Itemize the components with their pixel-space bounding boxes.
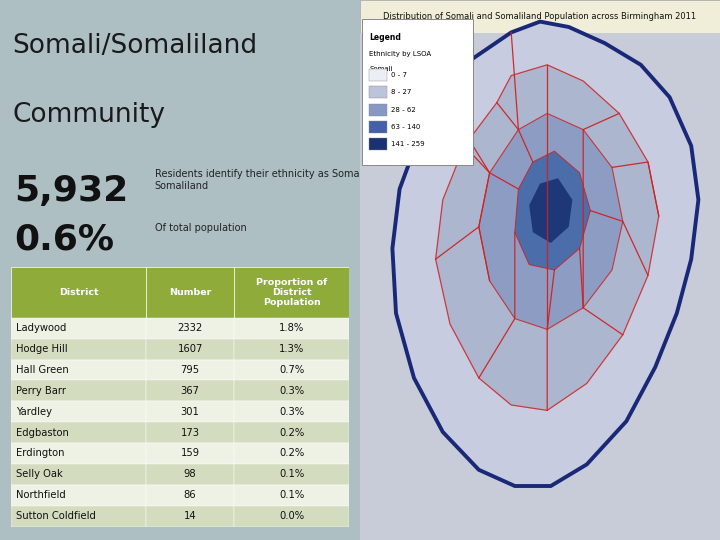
Text: 5,932: 5,932	[14, 174, 129, 208]
Text: Perry Barr: Perry Barr	[16, 386, 66, 396]
Bar	[146, 505, 234, 526]
Text: 14: 14	[184, 511, 197, 521]
Text: 0.2%: 0.2%	[279, 428, 305, 437]
Bar	[234, 360, 349, 381]
Bar	[146, 267, 234, 318]
Bar	[234, 443, 349, 464]
Bar	[11, 485, 146, 505]
Bar	[146, 339, 234, 360]
Bar	[11, 339, 146, 360]
Bar	[234, 505, 349, 526]
Text: Of total population: Of total population	[155, 222, 246, 233]
Bar	[11, 360, 146, 381]
Text: Northfield: Northfield	[16, 490, 66, 500]
Bar	[369, 104, 387, 116]
Bar	[11, 267, 146, 318]
Text: Ladywood: Ladywood	[16, 323, 66, 333]
Text: 159: 159	[181, 449, 199, 458]
Text: 63 - 140: 63 - 140	[391, 124, 420, 130]
Bar	[11, 381, 146, 401]
Text: Number: Number	[169, 288, 212, 297]
Text: Hodge Hill: Hodge Hill	[16, 344, 68, 354]
Bar	[146, 422, 234, 443]
Bar	[369, 69, 387, 81]
Bar	[234, 318, 349, 339]
Text: 2332: 2332	[178, 323, 203, 333]
Text: 367: 367	[181, 386, 199, 396]
Text: 86: 86	[184, 490, 197, 500]
Text: 0 - 7: 0 - 7	[391, 72, 407, 78]
Polygon shape	[529, 178, 572, 243]
Bar	[11, 464, 146, 485]
Text: 173: 173	[181, 428, 199, 437]
Text: 141 - 259: 141 - 259	[391, 141, 424, 147]
Text: 0.1%: 0.1%	[279, 469, 305, 480]
Bar	[11, 422, 146, 443]
Text: Edgbaston: Edgbaston	[16, 428, 68, 437]
Bar	[146, 381, 234, 401]
FancyBboxPatch shape	[362, 19, 474, 165]
Bar	[146, 360, 234, 381]
Text: Selly Oak: Selly Oak	[16, 469, 63, 480]
Text: 1607: 1607	[177, 344, 203, 354]
Text: 0.1%: 0.1%	[279, 490, 305, 500]
Text: Community: Community	[13, 103, 166, 129]
Bar	[146, 464, 234, 485]
Bar	[11, 443, 146, 464]
Bar	[234, 381, 349, 401]
Text: 0.3%: 0.3%	[279, 407, 305, 417]
Text: Hall Green: Hall Green	[16, 365, 68, 375]
Text: Proportion of
District
Population: Proportion of District Population	[256, 278, 328, 307]
Text: Residents identify their ethnicity as Somali or
Somaliland: Residents identify their ethnicity as So…	[155, 170, 378, 191]
Bar	[146, 485, 234, 505]
Bar	[146, 443, 234, 464]
Bar	[234, 422, 349, 443]
Bar	[234, 339, 349, 360]
Bar	[234, 267, 349, 318]
Bar	[11, 401, 146, 422]
Bar	[146, 318, 234, 339]
Text: Yardley: Yardley	[16, 407, 52, 417]
Text: Somali/Somaliland: Somali/Somaliland	[13, 33, 258, 59]
Text: 8 - 27: 8 - 27	[391, 89, 411, 96]
Text: 1.3%: 1.3%	[279, 344, 305, 354]
Text: 28 - 62: 28 - 62	[391, 106, 415, 113]
Text: Erdington: Erdington	[16, 449, 64, 458]
Bar	[234, 485, 349, 505]
Bar	[234, 401, 349, 422]
Text: 301: 301	[181, 407, 199, 417]
Bar	[369, 86, 387, 98]
Polygon shape	[436, 65, 659, 410]
Text: Sutton Coldfield: Sutton Coldfield	[16, 511, 96, 521]
Bar	[369, 121, 387, 133]
Text: 0.3%: 0.3%	[279, 386, 305, 396]
Bar	[146, 401, 234, 422]
Bar	[369, 138, 387, 150]
Polygon shape	[515, 151, 590, 270]
Text: Ethnicity by LSOA: Ethnicity by LSOA	[369, 51, 431, 57]
Text: Distribution of Somali and Somaliland Population across Birmingham 2011: Distribution of Somali and Somaliland Po…	[384, 12, 696, 21]
Text: 0.7%: 0.7%	[279, 365, 305, 375]
Bar	[11, 505, 146, 526]
Text: 1.8%: 1.8%	[279, 323, 305, 333]
Bar	[234, 464, 349, 485]
Polygon shape	[392, 22, 698, 486]
Text: Somali: Somali	[369, 66, 392, 72]
Bar	[360, 0, 720, 33]
Bar	[11, 318, 146, 339]
Text: 0.6%: 0.6%	[14, 222, 114, 256]
Text: 0.0%: 0.0%	[279, 511, 305, 521]
Text: 98: 98	[184, 469, 197, 480]
Text: 795: 795	[181, 365, 199, 375]
Polygon shape	[479, 113, 623, 329]
Text: District: District	[58, 288, 99, 297]
Text: Legend: Legend	[369, 33, 401, 43]
Text: 0.2%: 0.2%	[279, 449, 305, 458]
